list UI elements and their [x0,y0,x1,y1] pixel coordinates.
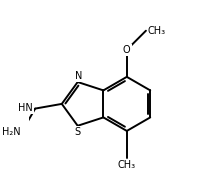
Text: CH₃: CH₃ [148,26,166,36]
Text: H₂N: H₂N [2,127,21,137]
Text: S: S [75,127,81,137]
Text: O: O [123,45,131,55]
Text: N: N [75,71,82,81]
Text: CH₃: CH₃ [118,160,136,170]
Text: HN: HN [18,102,33,113]
